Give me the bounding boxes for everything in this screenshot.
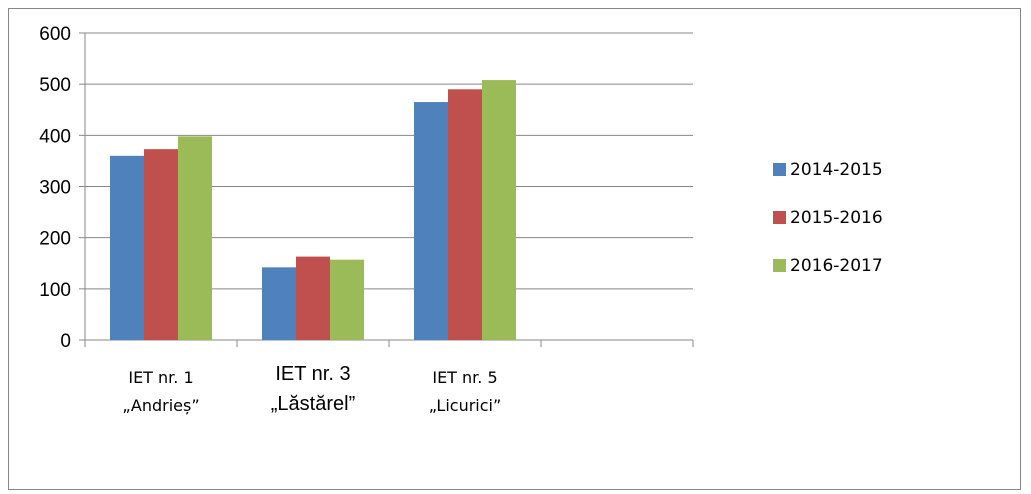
x-category-label: IET nr. 5 bbox=[432, 368, 497, 387]
x-category-label: „Licurici” bbox=[429, 396, 502, 415]
bar-2014-2015-cat3 bbox=[414, 102, 448, 340]
bar-2016-2017-cat3 bbox=[482, 80, 516, 340]
bar-2015-2016-cat3 bbox=[448, 89, 482, 341]
bar-2015-2016-cat2 bbox=[296, 256, 330, 340]
legend-swatch-2015-2016 bbox=[773, 211, 786, 224]
y-tick-label: 100 bbox=[39, 280, 71, 301]
x-category-label: „Andrieș” bbox=[122, 396, 199, 415]
y-tick-label: 600 bbox=[39, 24, 71, 45]
bar-2016-2017-cat1 bbox=[178, 136, 212, 340]
legend-label: 2015-2016 bbox=[790, 208, 883, 228]
legend-swatch-2016-2017 bbox=[773, 259, 786, 272]
bar-2014-2015-cat2 bbox=[262, 267, 296, 340]
y-tick-label: 400 bbox=[39, 126, 71, 147]
bar-2016-2017-cat2 bbox=[330, 259, 364, 340]
y-tick-label: 200 bbox=[39, 229, 71, 250]
legend-label: 2016-2017 bbox=[790, 256, 883, 276]
x-category-label: IET nr. 1 bbox=[128, 368, 193, 387]
x-category-label: IET nr. 3 bbox=[275, 363, 350, 385]
legend-label: 2014-2015 bbox=[790, 160, 883, 180]
bar-2014-2015-cat1 bbox=[110, 155, 144, 340]
y-tick-label: 0 bbox=[60, 331, 71, 352]
bar-2015-2016-cat1 bbox=[144, 149, 178, 340]
y-tick-label: 300 bbox=[39, 178, 71, 199]
x-category-label: „Lăstărel” bbox=[271, 393, 355, 415]
y-tick-label: 500 bbox=[39, 75, 71, 96]
legend-swatch-2014-2015 bbox=[773, 163, 786, 176]
